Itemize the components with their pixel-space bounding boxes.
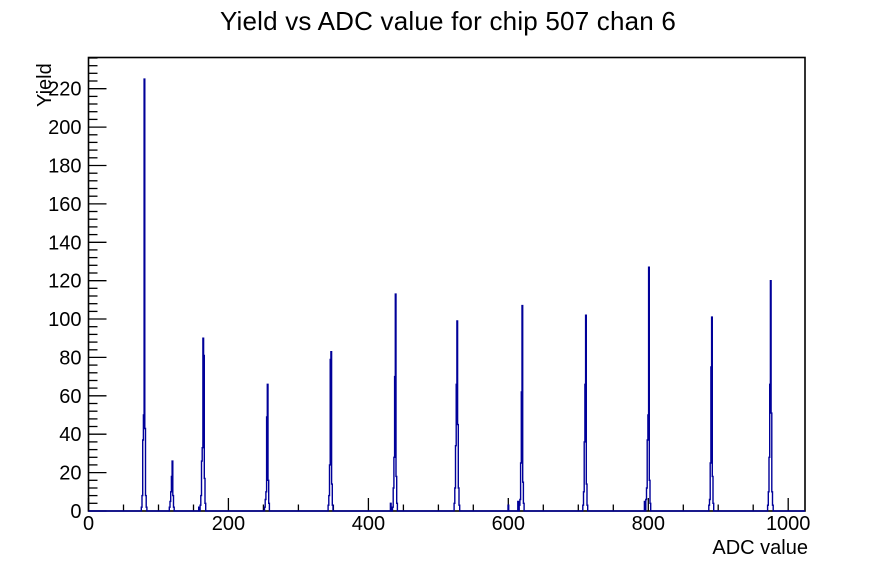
y-tick-label: 140 [48,232,81,254]
y-tick-label: 0 [70,501,81,523]
x-axis-title: ADC value [712,537,808,559]
y-tick-label: 100 [48,309,81,331]
x-tick-label: 0 [83,513,94,535]
x-tick-label: 400 [352,513,385,535]
y-tick-label: 80 [59,347,81,369]
y-tick-label: 160 [48,194,81,216]
y-tick-label: 180 [48,156,81,178]
y-tick-label: 200 [48,117,81,139]
chart-title: Yield vs ADC value for chip 507 chan 6 [219,6,677,36]
x-tick-label: 800 [632,513,665,535]
x-tick-label: 600 [492,513,525,535]
x-tick-label: 200 [212,513,245,535]
yield-histogram-line [88,78,805,512]
y-tick-label: 120 [48,271,81,293]
x-tick-label: 1000 [766,513,811,535]
y-tick-label: 40 [59,424,81,446]
y-tick-label: 20 [59,463,81,485]
y-tick-label: 220 [48,79,81,101]
y-tick-label: 60 [59,386,81,408]
plot-frame [87,56,806,512]
